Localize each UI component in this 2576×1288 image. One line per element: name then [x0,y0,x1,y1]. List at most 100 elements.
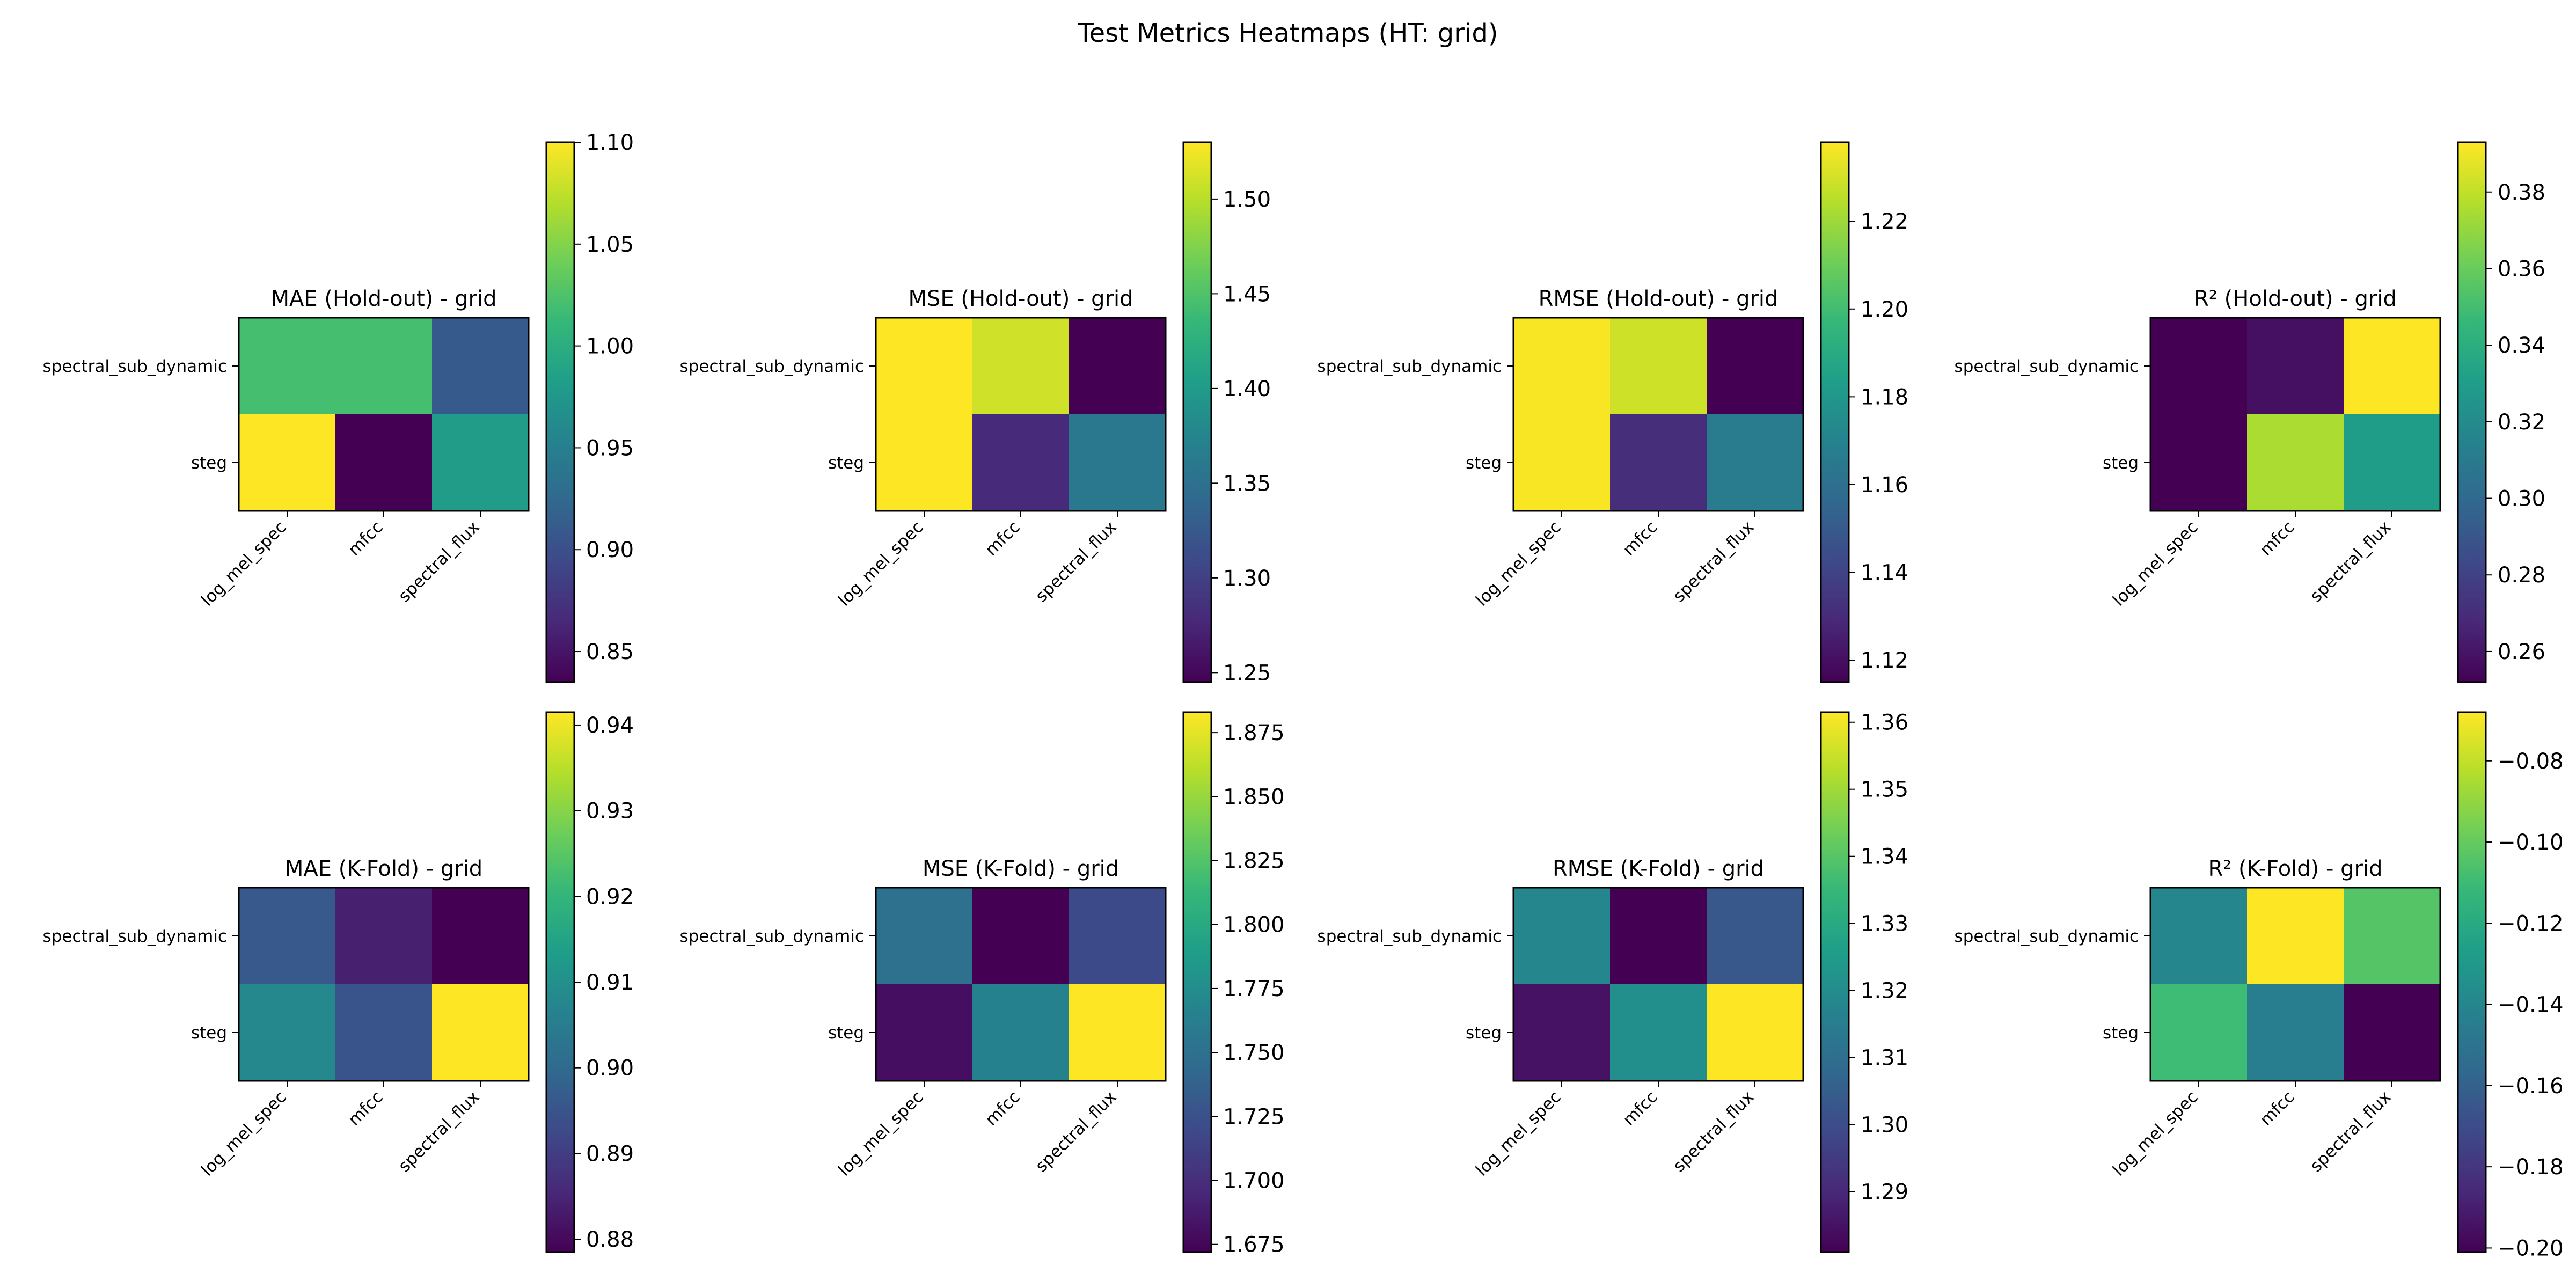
colorbar-tick-label: 1.22 [1861,209,1908,234]
heatmap-cell [1513,984,1610,1081]
colorbar-tick-label: 0.88 [586,1227,634,1252]
colorbar-tick-label: −0.18 [2498,1155,2564,1180]
colorbar [1182,141,1212,683]
colorbar-tick-label: −0.10 [2498,830,2564,855]
colorbar-tick-label: −0.14 [2498,993,2564,1018]
heatmap-cell [2247,318,2344,414]
heatmap-cell [972,414,1069,511]
y-tick-label: steg [1466,453,1502,473]
colorbar-tick-label: 1.33 [1861,912,1908,936]
colorbar-tick-label: 0.30 [2498,487,2545,511]
colorbar-tick-label: 0.32 [2498,410,2545,435]
colorbar-tick-label: 1.800 [1223,913,1285,938]
colorbar-tick-label: 1.36 [1861,711,1908,735]
colorbar-tick-label: 1.18 [1861,385,1908,409]
heatmap-cell [2344,984,2440,1081]
heatmap-cell [2344,318,2440,414]
heatmap-cell [2150,414,2247,511]
colorbar-tick-label: 1.50 [1223,187,1271,212]
colorbar-tick-label: 0.95 [586,436,634,460]
colorbar [545,711,575,1253]
colorbar-tick-label: 1.31 [1861,1046,1908,1071]
colorbar-tick-label: 1.29 [1861,1180,1908,1205]
colorbar-tick-label: 0.91 [586,970,634,995]
heatmap-cell [1707,414,1803,511]
heatmap-cell [1707,888,1803,984]
colorbar-tick-label: 0.93 [586,799,634,824]
colorbar-tick-label: −0.16 [2498,1074,2564,1099]
colorbar-tick-label: 1.30 [1223,566,1271,591]
panel-title: MSE (Hold-out) - grid [908,287,1133,311]
colorbar [1820,711,1850,1253]
y-tick-label: steg [1466,1023,1502,1043]
heatmap-cell [972,984,1069,1081]
heatmap-cell [335,318,432,414]
heatmap-cell [432,888,529,984]
colorbar-tick-label: 1.725 [1223,1104,1285,1129]
panel-title: RMSE (K-Fold) - grid [1553,857,1764,881]
heatmap-cell [876,318,972,414]
colorbar-tick-label: 1.34 [1861,845,1908,869]
heatmap-cell [2150,318,2247,414]
heatmap-cell [1069,984,1166,1081]
heatmap-cell [2150,984,2247,1081]
heatmap-cell [876,984,972,1081]
colorbar-tick-label: 1.850 [1223,785,1285,809]
panel-title: MSE (K-Fold) - grid [923,857,1119,881]
colorbar-tick-label: 1.45 [1223,282,1271,306]
heatmap-cell [1069,318,1166,414]
colorbar [2457,711,2487,1253]
heatmap-cell [432,414,529,511]
colorbar-tick-label: 1.35 [1223,471,1271,496]
y-tick-label: spectral_sub_dynamic [1318,927,1502,946]
colorbar-tick-label: 0.28 [2498,563,2545,588]
colorbar-tick-label: 1.32 [1861,979,1908,1004]
y-tick-label: steg [2103,1023,2139,1043]
y-tick-label: spectral_sub_dynamic [43,927,227,946]
colorbar-tick-label: 1.00 [586,334,634,359]
heatmap-cell [1610,984,1707,1081]
colorbar-tick-label: 0.85 [586,640,634,664]
heatmap-cell [1513,318,1610,414]
colorbar-tick-label: −0.08 [2498,749,2564,774]
panel-title: MAE (K-Fold) - grid [285,857,482,881]
heatmap-cell [335,414,432,511]
heatmap-panel-2: MSE (Hold-out) - grid spectral_sub_dynami… [680,141,1271,685]
heatmap-cell [876,888,972,984]
colorbar-tick-label: −0.12 [2498,911,2564,936]
heatmap-cell [239,888,335,984]
panel-title: R² (K-Fold) - grid [2208,857,2383,881]
heatmap-cell [335,888,432,984]
colorbar-tick-label: 1.12 [1861,648,1908,673]
colorbar-tick-label: 1.700 [1223,1169,1285,1194]
y-tick-label: spectral_sub_dynamic [43,357,227,376]
heatmap-cell [1707,984,1803,1081]
y-tick-label: spectral_sub_dynamic [1318,357,1502,376]
heatmap-cell [1610,414,1707,511]
colorbar-tick-label: 0.38 [2498,180,2545,205]
y-tick-label: steg [828,453,864,473]
colorbar-tick-label: 1.10 [586,130,634,155]
colorbar-tick-label: 0.94 [586,713,634,738]
panel-title: R² (Hold-out) - grid [2194,287,2397,311]
colorbar-tick-label: 1.675 [1223,1233,1285,1257]
heatmap-cell [239,414,335,511]
heatmap-cell [972,888,1069,984]
heatmap-cell [876,414,972,511]
y-tick-label: spectral_sub_dynamic [1955,357,2139,376]
y-tick-label: steg [191,1023,227,1043]
heatmap-cell [1610,318,1707,414]
heatmap-cell [1513,414,1610,511]
heatmap-cell [239,318,335,414]
colorbar-tick-label: 1.25 [1223,661,1271,685]
colorbar-tick-label: 1.14 [1861,561,1908,586]
figure-suptitle: Test Metrics Heatmaps (HT: grid) [1077,18,1498,48]
colorbar-tick-label: 0.90 [586,538,634,562]
heatmap-cell [432,318,529,414]
colorbar-tick-label: 1.40 [1223,377,1271,401]
colorbar [2457,141,2487,683]
heatmap-cell [1610,888,1707,984]
heatmap-cell [2344,888,2440,984]
heatmap-cell [2247,414,2344,511]
